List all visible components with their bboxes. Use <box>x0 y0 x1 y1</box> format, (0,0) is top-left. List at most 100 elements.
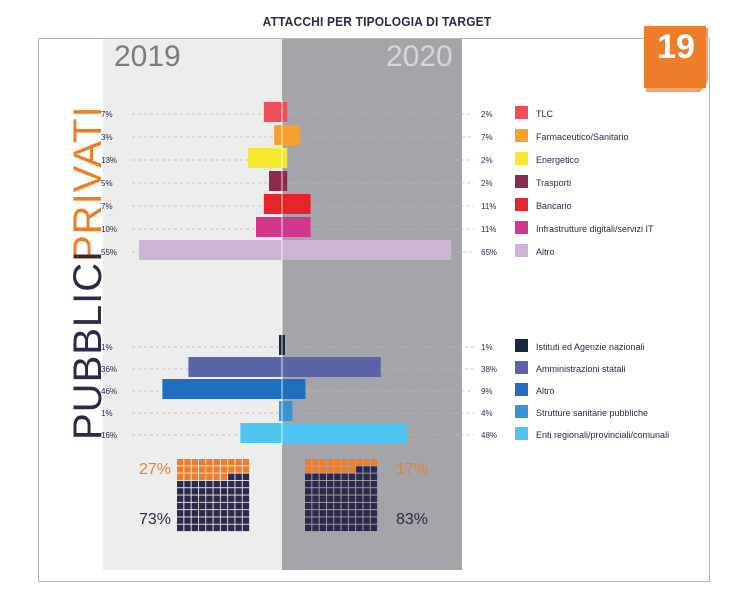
waffle-2019-cell <box>235 466 242 473</box>
waffle-2020-cell <box>312 488 319 495</box>
waffle-2020-cell <box>326 459 334 466</box>
waffle-2019-cell <box>242 502 250 510</box>
waffle-2019-cell <box>191 466 198 473</box>
legend-label-privati-infrastrutture-digitali-servizi-it: Infrastrutture digitali/servizi IT <box>536 224 654 234</box>
waffle-2019-cell <box>198 459 206 466</box>
waffle-2020-cell <box>370 488 378 495</box>
waffle-2020-cell <box>363 495 370 502</box>
waffle-2020-cell <box>341 524 348 532</box>
bar-2020-pubblici-amministrazioni-statali <box>282 357 381 377</box>
bar-2019-pubblici-strutture-sanitarie-pubbliche <box>279 401 282 421</box>
waffle-2019-cell <box>184 510 191 517</box>
waffle-2020-cell <box>305 480 312 488</box>
waffle-2019-cell <box>184 473 191 480</box>
waffle-2020-cell <box>370 459 378 466</box>
waffle-2019-cell <box>235 480 242 488</box>
waffle-2020-cell <box>305 495 312 502</box>
waffle-2020-cell <box>363 524 370 532</box>
chart-frame <box>38 38 710 582</box>
waffle-2019-cell <box>228 473 235 480</box>
waffle-2020-cell <box>348 517 356 524</box>
waffle-2019-cell <box>198 488 206 495</box>
legend-swatch-pubblici-altro <box>515 383 528 396</box>
value-label-2019-privati-altro: 55% <box>101 248 117 257</box>
legend-label-pubblici-amministrazioni-statali: Amministrazioni statali <box>536 364 626 374</box>
waffle-2019-cell <box>191 502 198 510</box>
waffle-2019-cell <box>228 502 235 510</box>
waffle-2020-cell <box>348 459 356 466</box>
waffle-2019-cell <box>242 473 250 480</box>
waffle-2019-cell <box>177 466 184 473</box>
bar-2020-privati-tlc <box>282 102 288 122</box>
waffle-2020-cell <box>312 480 319 488</box>
waffle-2020-cell <box>334 517 341 524</box>
waffle-2019-cell <box>220 473 228 480</box>
value-label-2019-pubblici-amministrazioni-statali: 36% <box>101 365 117 374</box>
waffle-2020-cell <box>305 488 312 495</box>
bar-2020-pubblici-altro <box>282 379 306 399</box>
waffle-2019-cell <box>235 488 242 495</box>
waffle-2019-cell <box>206 473 213 480</box>
legend-label-pubblici-istituti-ed-agenzie-nazionali: Istituti ed Agenzie nazionali <box>536 342 645 352</box>
waffle-2020-cell <box>348 480 356 488</box>
waffle-2019-cell <box>184 466 191 473</box>
waffle-2019-cell <box>242 524 250 532</box>
waffle-2019-cell <box>206 502 213 510</box>
waffle-2019-cell <box>206 488 213 495</box>
year-2020-label: 2020 <box>386 40 453 73</box>
waffle-2020-cell <box>312 524 319 532</box>
value-label-2019-privati-energetico: 13% <box>101 156 117 165</box>
waffle-2019-cell <box>242 517 250 524</box>
waffle-2020-cell <box>356 480 363 488</box>
legend-swatch-privati-farmaceutico-sanitario <box>515 129 528 142</box>
waffle-2019-cell <box>220 517 228 524</box>
bar-2019-pubblici-enti-regionali-provinciali-comunali <box>240 423 282 443</box>
waffle-2019-cell <box>220 524 228 532</box>
waffle-2020-cell <box>363 510 370 517</box>
waffle-2020-cell <box>363 466 370 473</box>
legend-swatch-privati-energetico <box>515 152 528 165</box>
waffle-2020-cell <box>348 524 356 532</box>
waffle-2020-cell <box>363 517 370 524</box>
bar-2020-privati-farmaceutico-sanitario <box>282 125 301 145</box>
waffle-2019-privati-pct: 27% <box>139 461 172 478</box>
legend-swatch-pubblici-istituti-ed-agenzie-nazionali <box>515 339 528 352</box>
value-label-2020-privati-tlc: 2% <box>481 110 493 119</box>
waffle-2019-cell <box>228 517 235 524</box>
waffle-2020-cell <box>326 502 334 510</box>
waffle-2019-cell <box>228 466 235 473</box>
bar-2020-privati-infrastrutture-digitali-servizi-it <box>282 217 311 237</box>
value-label-2020-pubblici-istituti-ed-agenzie-nazionali: 1% <box>481 343 493 352</box>
waffle-2020-cell <box>312 510 319 517</box>
waffle-2019-cell <box>213 510 220 517</box>
waffle-2020-cell <box>334 473 341 480</box>
waffle-2020-cell <box>305 517 312 524</box>
bar-2020-pubblici-strutture-sanitarie-pubbliche <box>282 401 293 421</box>
bar-2019-pubblici-amministrazioni-statali <box>188 357 282 377</box>
waffle-2019-cell <box>213 480 220 488</box>
legend-swatch-privati-bancario <box>515 198 528 211</box>
waffle-2019-cell <box>235 524 242 532</box>
year-2019-label: 2019 <box>114 40 181 73</box>
waffle-2020-cell <box>356 466 363 473</box>
waffle-2019-cell <box>228 524 235 532</box>
waffle-2020-cell <box>356 524 363 532</box>
waffle-2020-cell <box>363 488 370 495</box>
waffle-2020-cell <box>305 466 312 473</box>
value-label-2019-privati-bancario: 7% <box>101 202 113 211</box>
waffle-2019-cell <box>235 473 242 480</box>
waffle-2020-cell <box>319 502 326 510</box>
waffle-2020-cell <box>326 480 334 488</box>
waffle-2019-cell <box>235 459 242 466</box>
waffle-2020-cell <box>348 466 356 473</box>
waffle-2019-cell <box>206 495 213 502</box>
value-label-2020-pubblici-amministrazioni-statali: 38% <box>481 365 497 374</box>
waffle-2020-cell <box>370 480 378 488</box>
waffle-2020-cell <box>370 524 378 532</box>
legend-label-pubblici-strutture-sanitarie-pubbliche: Strutture sanitarie pubbliche <box>536 408 648 418</box>
waffle-2019-cell <box>191 495 198 502</box>
value-label-2019-privati-infrastrutture-digitali-servizi-it: 10% <box>101 225 117 234</box>
legend-label-privati-energetico: Energetico <box>536 155 579 165</box>
value-label-2019-privati-tlc: 7% <box>101 110 113 119</box>
waffle-2020-cell <box>334 502 341 510</box>
